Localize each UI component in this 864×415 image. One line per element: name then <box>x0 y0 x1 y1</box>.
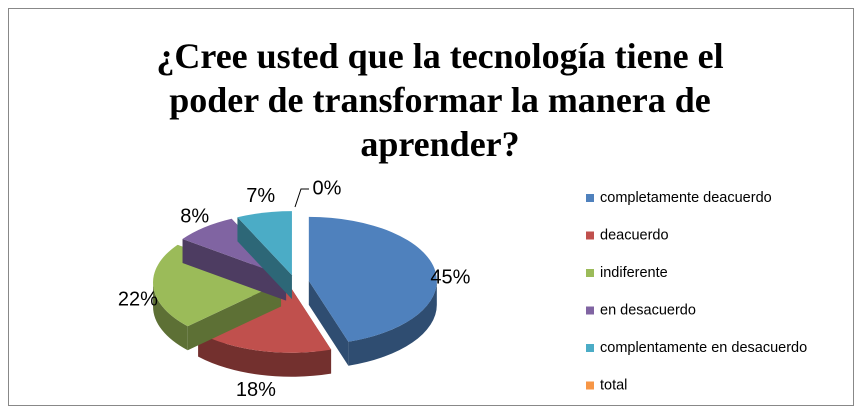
slice-wall <box>187 282 282 351</box>
data-label: 8% <box>180 205 209 227</box>
chart-frame <box>8 8 854 406</box>
data-label: 18% <box>236 379 276 401</box>
slice-wall <box>237 217 292 300</box>
slice-side <box>198 332 332 377</box>
data-label: 45% <box>430 267 470 289</box>
leader-line <box>294 188 309 208</box>
data-label: 7% <box>246 185 275 207</box>
data-label: 22% <box>118 289 158 311</box>
slice-wall <box>308 280 349 366</box>
slice-side <box>153 282 188 351</box>
legend-label: en desacuerdo <box>600 302 696 318</box>
legend-label: indiferente <box>600 265 668 281</box>
legend-label: completamente deacuerdo <box>600 190 772 206</box>
legend-label: complentamente en desacuerdo <box>600 340 807 356</box>
legend-swatch <box>586 269 594 277</box>
legend-swatch <box>586 231 594 240</box>
legend-label: deacuerdo <box>600 227 669 243</box>
legend-swatch <box>586 194 594 202</box>
legend-swatch <box>586 381 594 390</box>
legend-label: total <box>600 377 627 393</box>
chart-title: ¿Cree usted que la tecnología tiene el p… <box>156 36 724 164</box>
slice-side <box>348 280 437 366</box>
slice-top <box>198 288 332 353</box>
slice <box>237 211 292 300</box>
data-label: 0% <box>313 177 342 199</box>
legend-swatch <box>586 306 594 315</box>
slice-top <box>237 211 292 276</box>
slice <box>308 216 437 366</box>
slice-top <box>308 216 437 342</box>
legend-swatch <box>586 344 594 352</box>
slice-top <box>153 244 282 327</box>
slice-wall <box>182 238 287 301</box>
